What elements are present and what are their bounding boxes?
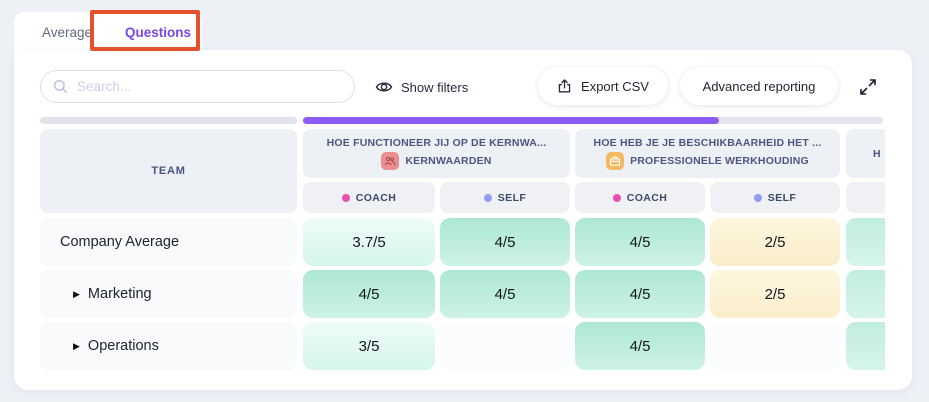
question-category-label: PROFESSIONELE WERKHOUDING — [630, 155, 809, 167]
question-title: H — [873, 147, 881, 160]
team-column-header: TEAM — [40, 129, 297, 213]
export-csv-label: Export CSV — [581, 78, 649, 94]
score-cell: 3.7/5 — [303, 218, 435, 266]
subheader-coach: COACH — [303, 182, 435, 213]
show-filters-button[interactable]: Show filters — [375, 76, 468, 98]
question-category: PROFESSIONELE WERKHOUDING — [606, 152, 809, 170]
subheader-label: COACH — [355, 191, 397, 204]
table-viewport: TEAM HOE FUNCTIONEER JIJ OP DE KERNWA...… — [40, 129, 885, 370]
report-card: Show filters Export CSV Advanced reporti… — [14, 50, 912, 390]
team-row-company-average[interactable]: Company Average — [40, 218, 297, 266]
team-name: Company Average — [60, 234, 180, 250]
search-input[interactable] — [77, 79, 342, 94]
advanced-reporting-button[interactable]: Advanced reporting — [680, 67, 838, 105]
team-row-marketing[interactable]: ▶ Marketing — [40, 270, 297, 318]
expand-icon — [860, 79, 876, 95]
show-filters-label: Show filters — [401, 79, 469, 95]
team-name: Marketing — [87, 286, 152, 302]
self-dot-icon — [483, 193, 492, 202]
score-cell: 4/5 — [440, 270, 570, 318]
question-category-label: KERNWAARDEN — [405, 155, 492, 167]
eye-icon — [375, 82, 393, 92]
fullscreen-button[interactable] — [856, 75, 880, 99]
tab-average[interactable]: Average — [42, 24, 93, 40]
score-cell: 4/5 — [575, 322, 705, 370]
subheader-label: COACH — [626, 191, 668, 204]
score-cell: 2/5 — [710, 218, 840, 266]
question-title: HOE HEB JE JE BESCHIKBAARHEID HET ... — [593, 137, 822, 149]
tab-questions[interactable]: Questions — [125, 24, 192, 40]
search-icon — [53, 79, 68, 94]
question-header-2[interactable]: HOE HEB JE JE BESCHIKBAARHEID HET ... PR… — [575, 129, 840, 178]
question-category: KERNWAARDEN — [381, 152, 491, 170]
score-cell — [846, 322, 885, 370]
people-icon — [381, 152, 400, 170]
subheader-coach: COACH — [575, 182, 705, 213]
frozen-column-scrollbar[interactable] — [40, 117, 297, 124]
team-name: Operations — [87, 338, 159, 354]
expand-triangle-icon[interactable]: ▶ — [73, 288, 80, 299]
coach-dot-icon — [612, 193, 621, 202]
subheader-self: SELF — [710, 182, 840, 213]
subheader-self: SELF — [440, 182, 570, 213]
export-icon — [558, 79, 571, 93]
subheader-label: SELF — [497, 191, 527, 204]
score-cell — [440, 322, 570, 370]
expand-triangle-icon[interactable]: ▶ — [73, 340, 80, 351]
export-csv-button[interactable]: Export CSV — [538, 67, 668, 105]
score-cell: 4/5 — [303, 270, 435, 318]
question-header-1[interactable]: HOE FUNCTIONEER JIJ OP DE KERNWA... KERN… — [303, 129, 570, 178]
search-box[interactable] — [40, 70, 355, 103]
advanced-reporting-label: Advanced reporting — [702, 78, 816, 94]
score-cell: 4/5 — [575, 270, 705, 318]
score-cell: 4/5 — [575, 218, 705, 266]
tab-bar: Average Questions — [14, 12, 202, 52]
score-cell: 3/5 — [303, 322, 435, 370]
self-dot-icon — [753, 193, 762, 202]
score-cell: 2/5 — [710, 270, 840, 318]
table-scrollbar-thumb[interactable] — [303, 117, 719, 124]
subheader-cell — [846, 182, 885, 213]
score-cell — [846, 270, 885, 318]
table-scrollbar-track[interactable] — [303, 117, 883, 124]
score-cell — [710, 322, 840, 370]
subheader-label: SELF — [767, 191, 797, 204]
briefcase-icon — [606, 152, 625, 170]
score-cell — [846, 218, 885, 266]
coach-dot-icon — [341, 193, 350, 202]
question-header-3[interactable]: H — [846, 129, 885, 178]
question-title: HOE FUNCTIONEER JIJ OP DE KERNWA... — [326, 137, 547, 149]
team-row-operations[interactable]: ▶ Operations — [40, 322, 297, 370]
score-cell: 4/5 — [440, 218, 570, 266]
